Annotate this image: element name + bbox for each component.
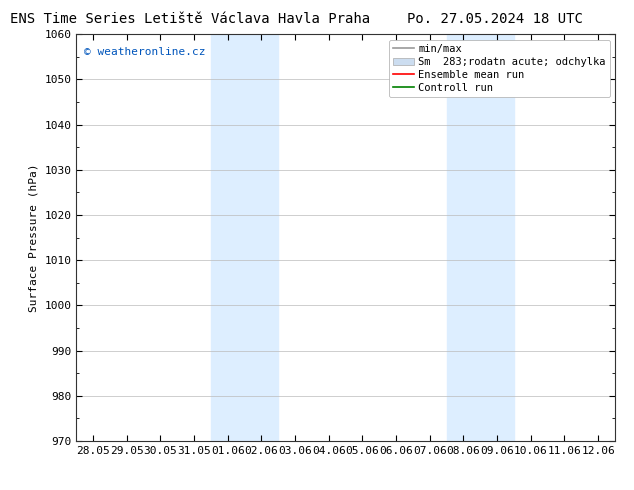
Text: © weatheronline.cz: © weatheronline.cz — [84, 47, 205, 56]
Text: ENS Time Series Letiště Václava Havla Praha: ENS Time Series Letiště Václava Havla Pr… — [10, 12, 370, 26]
Y-axis label: Surface Pressure (hPa): Surface Pressure (hPa) — [29, 163, 39, 312]
Bar — [210, 34, 278, 441]
Text: Po. 27.05.2024 18 UTC: Po. 27.05.2024 18 UTC — [406, 12, 583, 26]
Legend: min/max, Sm  283;rodatn acute; odchylka, Ensemble mean run, Controll run: min/max, Sm 283;rodatn acute; odchylka, … — [389, 40, 610, 97]
Bar — [446, 34, 514, 441]
